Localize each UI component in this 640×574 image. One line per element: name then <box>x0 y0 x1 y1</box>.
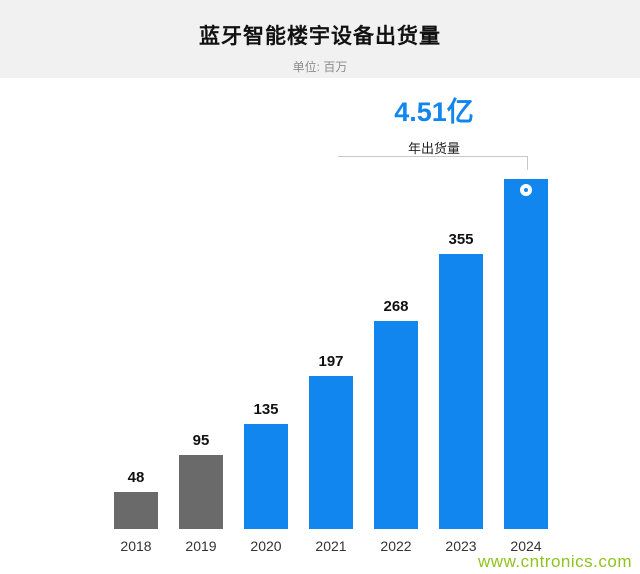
highlight-value: 4.51亿 <box>394 97 474 127</box>
chart-header: 蓝牙智能楼宇设备出货量 单位: 百万 <box>0 0 640 78</box>
highlight-caption: 年出货量 <box>407 141 460 156</box>
bar-2021 <box>309 376 353 529</box>
bar-value-label: 135 <box>253 401 279 418</box>
bar-stack: 48 <box>114 469 158 529</box>
x-axis-label-2021: 2021 <box>315 538 347 554</box>
x-axis-label-2022: 2022 <box>380 538 412 554</box>
bar-column-2024: 2024 <box>504 173 548 554</box>
x-axis-label-2019: 2019 <box>185 538 217 554</box>
bar-2018 <box>114 492 158 529</box>
highlight-marker-icon <box>520 184 532 196</box>
bar-column-2023: 355 2023 <box>439 231 483 554</box>
bar-2023 <box>439 254 483 529</box>
bar-2019 <box>179 455 223 529</box>
bar-value-label: 268 <box>383 298 409 315</box>
bar-stack: 355 <box>439 231 483 529</box>
bar-stack <box>504 173 548 529</box>
chart-unit-label: 单位: 百万 <box>292 60 348 74</box>
watermark-link: www.cntronics.com <box>478 552 632 571</box>
bar-2024 <box>504 179 548 529</box>
bar-stack: 95 <box>179 432 223 529</box>
bar-column-2021: 197 2021 <box>309 353 353 554</box>
bar-stack: 135 <box>244 401 288 529</box>
bars: 48 2018 95 2019 135 2020 197 2021 268 2022 355 2023… <box>114 173 548 554</box>
bar-column-2020: 135 2020 <box>244 401 288 554</box>
callout-connector <box>527 156 528 170</box>
x-axis-label-2023: 2023 <box>445 538 477 554</box>
x-axis-label-2018: 2018 <box>120 538 152 554</box>
bar-value-label: 197 <box>318 353 344 370</box>
bar-column-2019: 95 2019 <box>179 432 223 554</box>
bar-2022 <box>374 321 418 529</box>
bar-stack: 268 <box>374 298 418 529</box>
bar-value-label: 355 <box>448 231 474 248</box>
bar-column-2022: 268 2022 <box>374 298 418 554</box>
highlight-annotation: 4.51亿 年出货量 <box>338 90 530 157</box>
x-axis-label-2020: 2020 <box>250 538 282 554</box>
bar-value-label: 48 <box>127 469 145 486</box>
bar-value-label: 95 <box>192 432 210 449</box>
bar-column-2018: 48 2018 <box>114 469 158 554</box>
callout-line <box>338 156 528 157</box>
x-axis-label-2024: 2024 <box>510 538 542 554</box>
chart-title: 蓝牙智能楼宇设备出货量 <box>199 25 441 48</box>
bar-2020 <box>244 424 288 529</box>
bar-stack: 197 <box>309 353 353 529</box>
